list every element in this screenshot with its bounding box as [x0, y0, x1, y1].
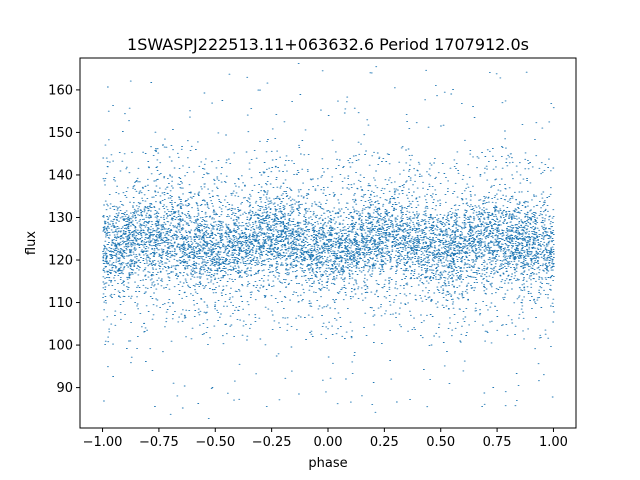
scatter-points — [102, 63, 555, 420]
y-tick-label: 120 — [48, 254, 73, 269]
chart-title: 1SWASPJ222513.11+063632.6 Period 1707912… — [127, 35, 529, 54]
y-axis-label: flux — [24, 231, 39, 255]
x-tick-label: 0.00 — [314, 435, 343, 450]
x-tick-label: −0.50 — [195, 435, 235, 450]
x-axis-label: phase — [308, 456, 347, 471]
x-tick-label: 0.75 — [483, 435, 512, 450]
y-tick-label: 110 — [48, 296, 73, 311]
x-tick-label: −0.25 — [252, 435, 292, 450]
y-axis-ticks: 90 100 110 120 130 140 150 160 — [48, 83, 80, 396]
y-tick-label: 160 — [48, 83, 73, 98]
y-tick-label: 150 — [48, 126, 73, 141]
y-tick-label: 90 — [56, 381, 73, 396]
y-tick-label: 130 — [48, 211, 73, 226]
flux-data-points — [102, 63, 555, 420]
x-tick-label: −1.00 — [83, 435, 123, 450]
x-tick-label: 0.25 — [370, 435, 399, 450]
y-tick-label: 140 — [48, 168, 73, 183]
x-axis-ticks: −1.00 −0.75 −0.50 −0.25 0.00 0.25 0.50 0.75 1.00 — [83, 428, 568, 450]
x-tick-label: −0.75 — [139, 435, 179, 450]
x-tick-label: 0.50 — [426, 435, 455, 450]
y-tick-label: 100 — [48, 339, 73, 354]
x-tick-label: 1.00 — [539, 435, 568, 450]
